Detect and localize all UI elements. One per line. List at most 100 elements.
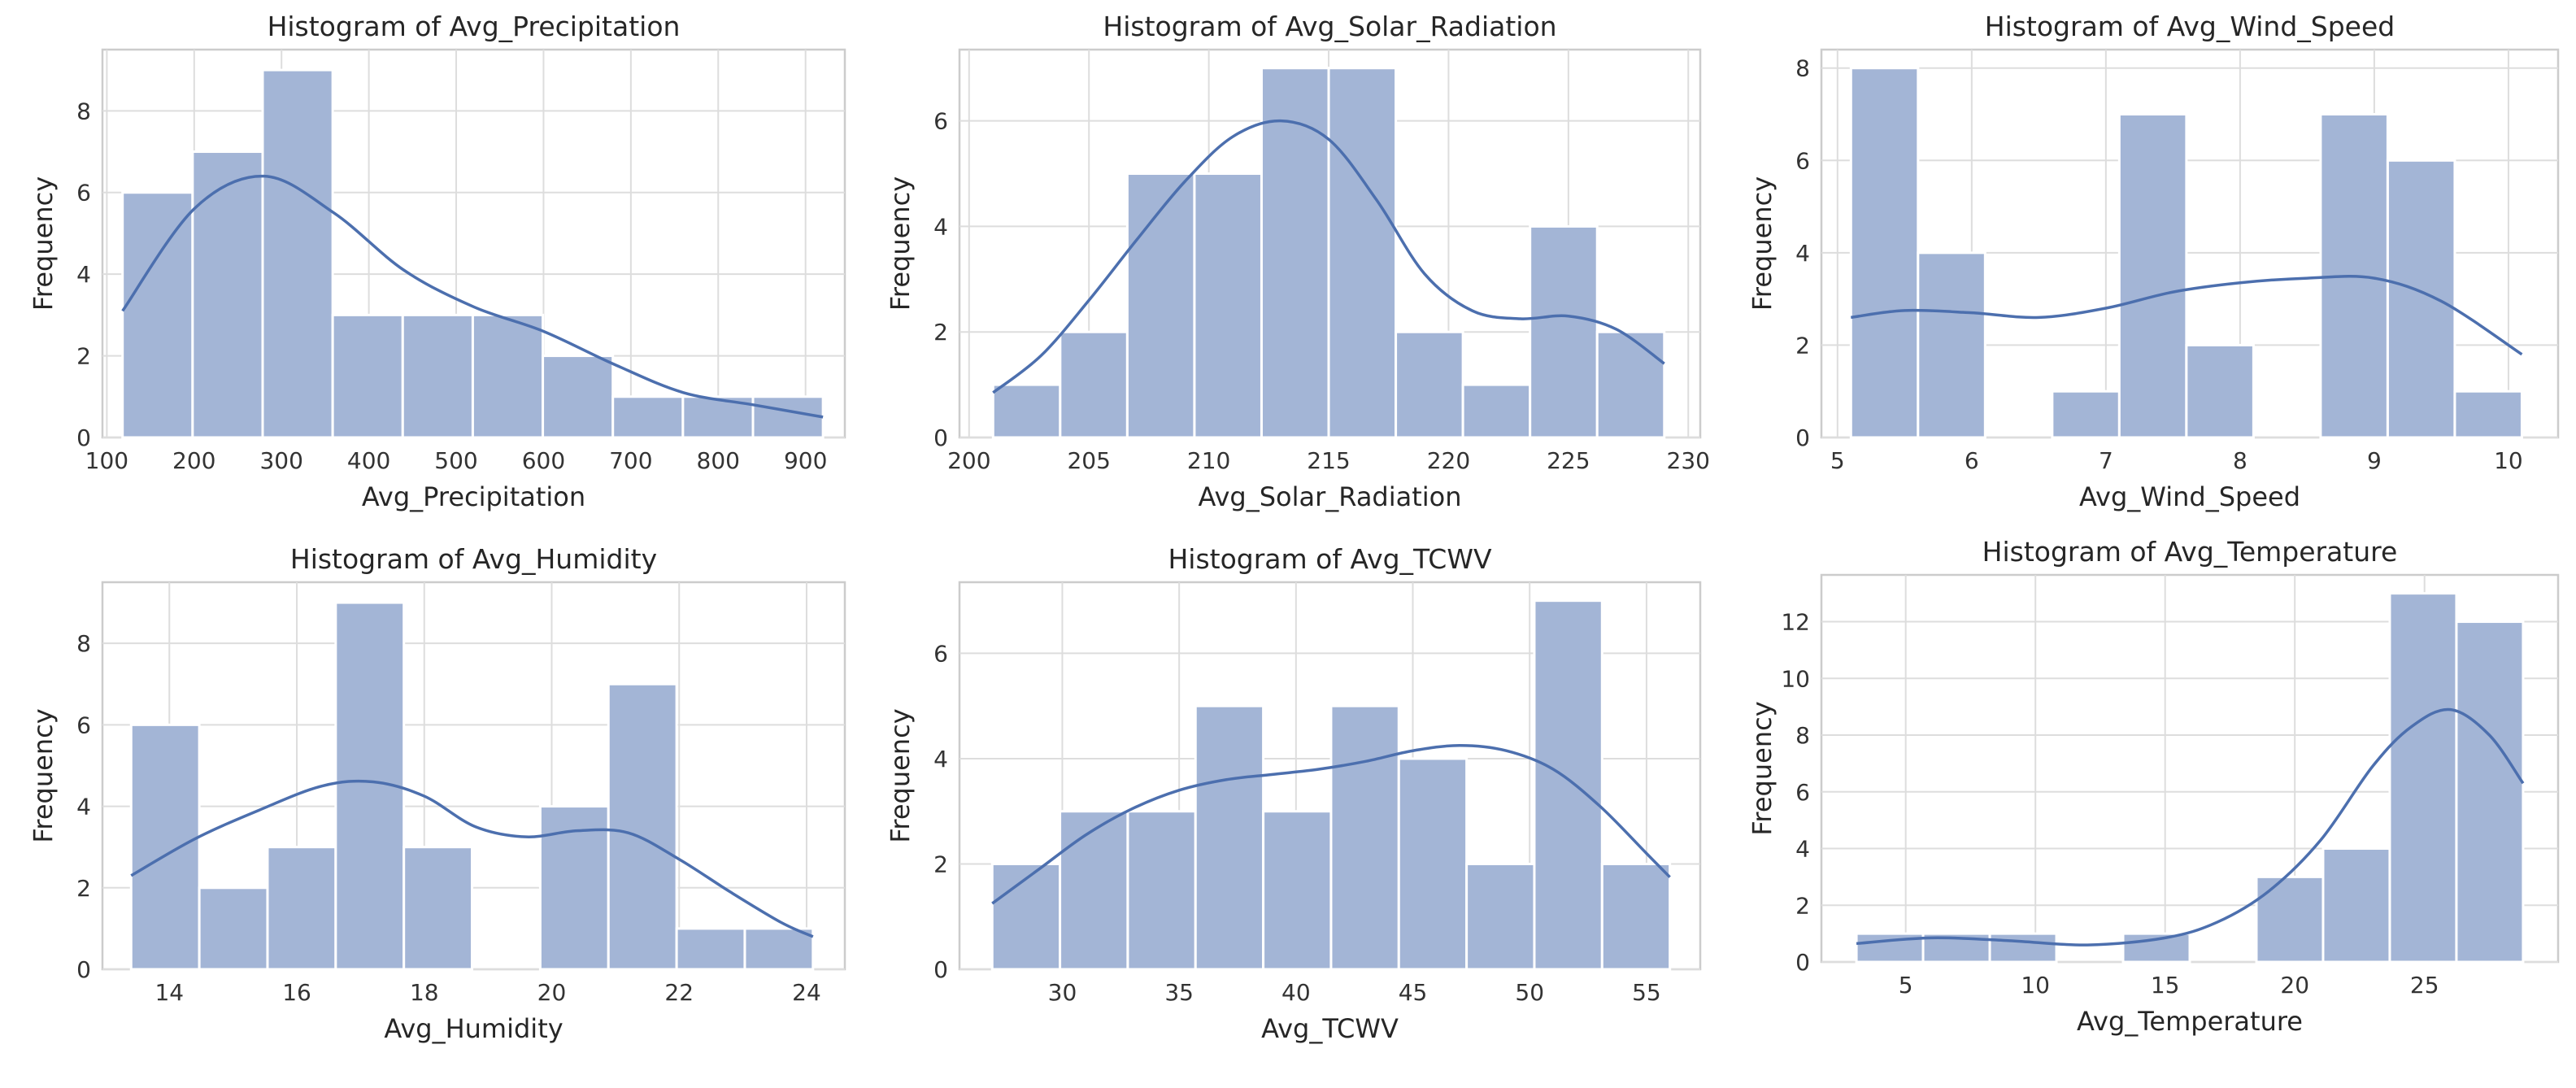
histogram-bar [1125,172,1196,439]
y-axis-label: Frequency [885,708,916,842]
y-tick-label: 6 [1795,779,1810,806]
histogram-bar [2255,875,2325,964]
y-tick-label: 0 [1795,949,1810,976]
x-tick-label: 20 [2280,972,2309,999]
histogram-bar [2321,847,2391,964]
x-tick-label: 25 [2410,972,2439,999]
histogram-bar [675,927,746,971]
histogram-bar [2185,343,2255,439]
histogram-bar [2386,159,2456,439]
y-tick-label: 2 [1795,332,1810,359]
chart-title: Histogram of Avg_Solar_Radiation [1103,11,1556,42]
histogram-bar [1849,67,1920,439]
y-axis-label: Frequency [1747,701,1778,835]
x-tick-label: 5 [1899,972,1913,999]
histogram-bar [1397,757,1469,971]
histogram-bar [990,862,1062,971]
histogram-bar [1327,67,1398,439]
histogram-bar [1595,330,1666,439]
histogram-bar [1194,704,1265,971]
histogram-bar [2453,390,2523,439]
x-tick-label: 300 [259,447,302,474]
y-tick-label: 8 [76,630,91,657]
histogram-bar [1329,704,1400,971]
y-axis-label: Frequency [28,708,59,842]
chart-title: Histogram of Avg_Temperature [1982,536,2398,568]
histogram-bar [1461,383,1532,439]
histogram-bar [1262,810,1333,971]
x-tick-label: 55 [1632,979,1661,1006]
x-tick-label: 35 [1164,979,1194,1006]
y-tick-label: 6 [76,712,91,738]
x-tick-label: 400 [347,447,390,474]
y-tick-label: 4 [1795,836,1810,863]
histogram-bar [611,395,685,439]
histogram-bar [743,927,815,971]
histogram-panel-3: 5 6 7 8 9 10 0 2 4 6 8 Histogram of Avg_Wind_Speed A… [1747,11,2560,512]
histogram-bar [331,313,404,439]
histogram-bar [1260,67,1330,439]
x-tick-label: 9 [2367,447,2382,474]
x-tick-label: 200 [947,447,990,474]
histogram-bar [1395,330,1464,439]
x-tick-label: 7 [2099,447,2113,474]
y-tick-label: 2 [933,851,948,877]
histogram-bar [2051,390,2121,439]
x-tick-label: 15 [2151,972,2180,999]
y-tick-label: 4 [76,794,91,820]
x-tick-label: 8 [2233,447,2247,474]
histogram-bar [1917,251,1986,439]
chart-title: Histogram of Avg_Wind_Speed [1985,11,2395,42]
kde-curve [121,174,824,419]
y-tick-label: 2 [76,875,91,902]
histogram-bar [1533,599,1603,971]
histogram-panel-2: 200 205 210 215 220 225 230 0 2 4 6 Histogram of Av… [885,11,1710,512]
x-tick-label: 45 [1399,979,1428,1006]
x-tick-label: 900 [784,447,827,474]
histogram-bar [402,846,474,971]
histogram-bar [261,68,334,439]
y-tick-label: 0 [933,956,948,983]
x-tick-label: 210 [1187,447,1230,474]
x-tick-label: 50 [1515,979,1544,1006]
histogram-bar [542,355,615,439]
y-tick-label: 10 [1781,665,1810,692]
y-tick-label: 4 [76,261,91,288]
histogram-bar [1059,810,1129,971]
y-tick-label: 6 [933,108,948,135]
histogram-bar [1529,224,1599,439]
x-axis-label: Avg_Precipitation [362,481,585,512]
y-tick-label: 0 [76,424,91,451]
histogram-bar [2121,932,2191,964]
x-tick-label: 30 [1048,979,1077,1006]
y-tick-label: 12 [1781,609,1810,636]
y-tick-label: 2 [1795,892,1810,919]
x-tick-label: 18 [410,979,439,1006]
y-tick-label: 4 [933,746,948,772]
y-tick-label: 6 [933,640,948,667]
x-tick-label: 800 [697,447,740,474]
chart-title: Histogram of Avg_Precipitation [268,11,681,42]
x-axis-label: Avg_Wind_Speed [2079,481,2300,512]
histogram-bar [191,150,264,439]
y-tick-label: 0 [933,424,948,451]
histogram-bar [2388,592,2458,964]
y-axis-label: Frequency [1747,176,1778,311]
y-tick-label: 6 [76,180,91,207]
y-tick-label: 6 [1795,147,1810,174]
histogram-panel-5: 30 35 40 45 50 55 0 2 4 6 Histogram of Avg_TCWV Avg… [885,543,1702,1044]
x-tick-label: 700 [609,447,652,474]
x-tick-label: 16 [282,979,311,1006]
x-tick-label: 24 [792,979,821,1006]
x-tick-label: 205 [1067,447,1110,474]
histogram-bar [607,682,678,971]
kde-curve [991,744,1671,905]
x-tick-label: 10 [2021,972,2050,999]
x-tick-label: 100 [85,447,128,474]
x-tick-label: 225 [1547,447,1590,474]
histogram-bar [1193,172,1263,439]
histogram-bar [1988,932,2058,964]
x-tick-label: 600 [522,447,565,474]
